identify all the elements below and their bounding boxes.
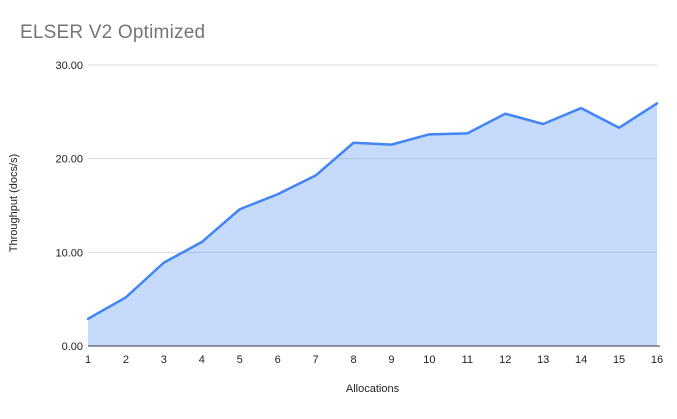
x-tick-label: 11 <box>462 354 473 366</box>
x-tick-label: 15 <box>613 354 625 366</box>
x-tick-label: 6 <box>275 354 281 366</box>
x-tick-label: 5 <box>237 354 243 366</box>
y-tick-label: 20.00 <box>55 154 83 166</box>
x-tick-label: 10 <box>423 354 435 366</box>
x-tick-label: 2 <box>123 354 129 366</box>
y-tick-label: 0.00 <box>62 341 83 353</box>
y-tick-label: 30.00 <box>55 60 83 72</box>
y-tick-label: 10.00 <box>55 247 83 259</box>
x-tick-label: 3 <box>161 354 167 366</box>
series-line <box>86 102 659 321</box>
x-tick-label: 1 <box>85 354 91 366</box>
x-tick-label: 9 <box>388 354 394 366</box>
x-tick-label: 8 <box>350 354 356 366</box>
x-tick-label: 4 <box>199 354 205 366</box>
x-tick-label: 12 <box>499 354 511 366</box>
x-tick-label: 7 <box>313 354 319 366</box>
x-tick-label: 13 <box>537 354 549 366</box>
series-area-fill <box>88 103 657 346</box>
chart-title: ELSER V2 Optimized <box>20 22 206 43</box>
x-tick-label: 16 <box>651 354 663 366</box>
x-axis-title: Allocations <box>345 383 400 395</box>
x-tick-label: 14 <box>575 354 587 366</box>
